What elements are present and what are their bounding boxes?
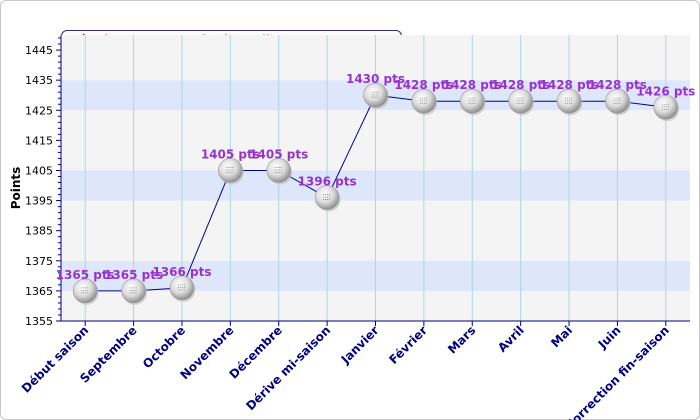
marker-ball — [266, 158, 292, 183]
x-tick-label: Octobre — [140, 323, 188, 371]
y-tick-label: 1435 — [25, 74, 53, 87]
marker-ball — [363, 82, 388, 108]
y-axis-label: Points — [9, 167, 23, 210]
data-label: 1366 pts — [152, 265, 211, 279]
data-label: 1428 pts — [394, 78, 453, 92]
y-tick-label: 1355 — [25, 315, 53, 328]
x-tick-label: Dérive mi-saison — [243, 323, 333, 413]
data-label: 1405 pts — [201, 147, 260, 161]
marker-ball — [605, 88, 630, 114]
marker-ball — [556, 88, 582, 114]
data-label: 1428 pts — [491, 78, 550, 92]
y-tick-label: 1425 — [25, 104, 53, 117]
data-point-marker — [363, 82, 389, 110]
y-tick-label: 1365 — [25, 285, 53, 298]
x-tick-label: Avril — [495, 323, 527, 355]
data-label: 1428 pts — [588, 78, 647, 92]
data-label: 1365 pts — [56, 268, 115, 282]
y-tick-label: 1385 — [25, 225, 53, 238]
data-point-marker — [218, 158, 244, 185]
data-label: 1426 pts — [636, 84, 695, 98]
y-tick-label: 1375 — [25, 255, 53, 268]
marker-ball — [459, 88, 485, 114]
marker-ball — [411, 88, 437, 114]
data-label: 1405 pts — [249, 147, 308, 161]
marker-ball — [169, 275, 195, 301]
x-tick-label: Février — [386, 323, 430, 367]
x-tick-label: Juin — [595, 323, 624, 352]
marker-ball — [72, 278, 98, 304]
data-point-marker — [653, 94, 680, 122]
data-point-marker — [556, 88, 583, 116]
data-point-marker — [266, 158, 293, 185]
data-point-marker — [314, 185, 341, 212]
data-point-marker — [169, 275, 196, 302]
x-tick-label: Mai — [548, 323, 575, 350]
data-point-marker — [72, 278, 99, 305]
marker-ball — [121, 278, 146, 304]
data-point-marker — [605, 88, 631, 116]
data-point-marker — [121, 278, 148, 305]
data-label: 1428 pts — [443, 78, 502, 92]
marker-ball — [653, 94, 679, 120]
data-point-marker — [459, 88, 486, 116]
x-tick-label: Début saison — [19, 323, 91, 395]
y-tick-label: 1445 — [25, 44, 53, 57]
data-label: 1430 pts — [346, 72, 405, 86]
x-tick-label: Mars — [445, 323, 478, 356]
y-tick-label: 1395 — [25, 195, 53, 208]
data-label: 1365 pts — [104, 268, 163, 282]
data-point-marker — [411, 88, 438, 116]
data-label: 1428 pts — [540, 78, 599, 92]
data-label: 1396 pts — [298, 175, 357, 189]
y-tick-label: 1405 — [25, 164, 53, 177]
marker-ball — [508, 88, 533, 114]
marker-ball — [218, 158, 243, 183]
marker-ball — [314, 185, 340, 210]
data-point-marker — [508, 88, 535, 116]
y-tick-label: 1415 — [25, 134, 53, 147]
x-tick-label: Janvier — [338, 323, 382, 367]
